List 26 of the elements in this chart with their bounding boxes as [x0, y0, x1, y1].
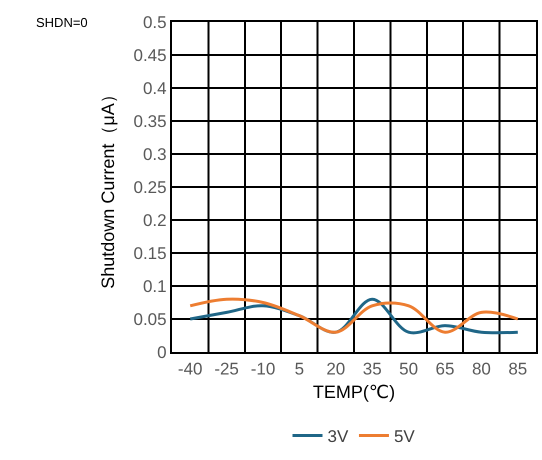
y-tick-label: 0.3 — [142, 144, 167, 164]
x-tick-label: -40 — [178, 359, 202, 378]
x-tick-label: 85 — [508, 359, 528, 378]
legend-label: 5V — [394, 427, 416, 446]
y-axis-title: Shutdown Current（μA） — [98, 85, 118, 289]
x-tick-label: 35 — [362, 359, 382, 378]
x-tick-label: 65 — [436, 359, 454, 378]
x-tick-label: -10 — [250, 359, 276, 378]
x-tick-label: 80 — [472, 359, 491, 378]
x-tick-label: 20 — [326, 359, 346, 378]
y-tick-label: 0.05 — [134, 310, 167, 329]
x-tick-label: 5 — [294, 359, 304, 378]
y-tick-label: 0.15 — [134, 244, 167, 263]
x-tick-label: 50 — [399, 359, 418, 378]
y-tick-label: 0.4 — [142, 78, 167, 98]
text: SHDN=0 — [36, 15, 88, 30]
y-tick-label: 0 — [157, 342, 167, 362]
legend-label: 3V — [328, 427, 349, 446]
x-tick-label: -25 — [214, 359, 239, 378]
y-tick-label: 0.5 — [142, 12, 167, 32]
y-tick-label: 0.2 — [142, 210, 167, 230]
y-tick-label: 0.35 — [134, 112, 167, 131]
y-tick-label: 0.1 — [142, 276, 167, 296]
x-axis-title: TEMP(℃) — [312, 382, 396, 402]
y-tick-label: 0.25 — [134, 178, 167, 197]
y-tick-label: 0.45 — [134, 46, 167, 65]
